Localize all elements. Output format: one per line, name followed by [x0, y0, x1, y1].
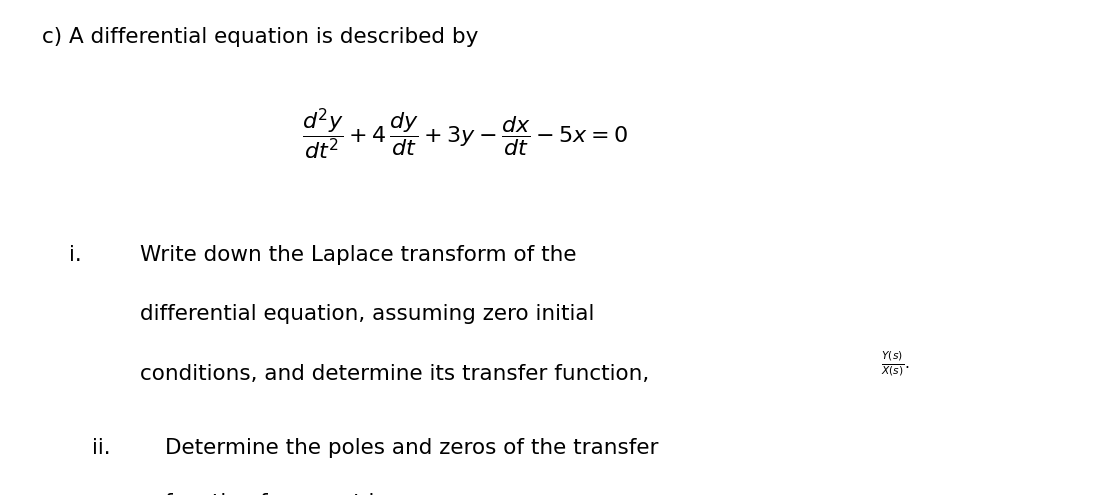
Text: function from part i.: function from part i.: [165, 493, 381, 495]
Text: i.: i.: [69, 245, 82, 265]
Text: differential equation, assuming zero initial: differential equation, assuming zero ini…: [140, 304, 594, 324]
Text: ii.: ii.: [92, 438, 111, 458]
Text: Determine the poles and zeros of the transfer: Determine the poles and zeros of the tra…: [165, 438, 659, 458]
Text: $\frac{Y(s)}{X(s)}$.: $\frac{Y(s)}{X(s)}$.: [881, 349, 910, 378]
Text: c) A differential equation is described by: c) A differential equation is described …: [42, 27, 479, 47]
Text: conditions, and determine its transfer function,: conditions, and determine its transfer f…: [140, 364, 650, 384]
Text: $\dfrac{d^2y}{dt^2} + 4\,\dfrac{dy}{dt} + 3y - \dfrac{dx}{dt} - 5x = 0$: $\dfrac{d^2y}{dt^2} + 4\,\dfrac{dy}{dt} …: [302, 106, 628, 161]
Text: Write down the Laplace transform of the: Write down the Laplace transform of the: [140, 245, 576, 265]
